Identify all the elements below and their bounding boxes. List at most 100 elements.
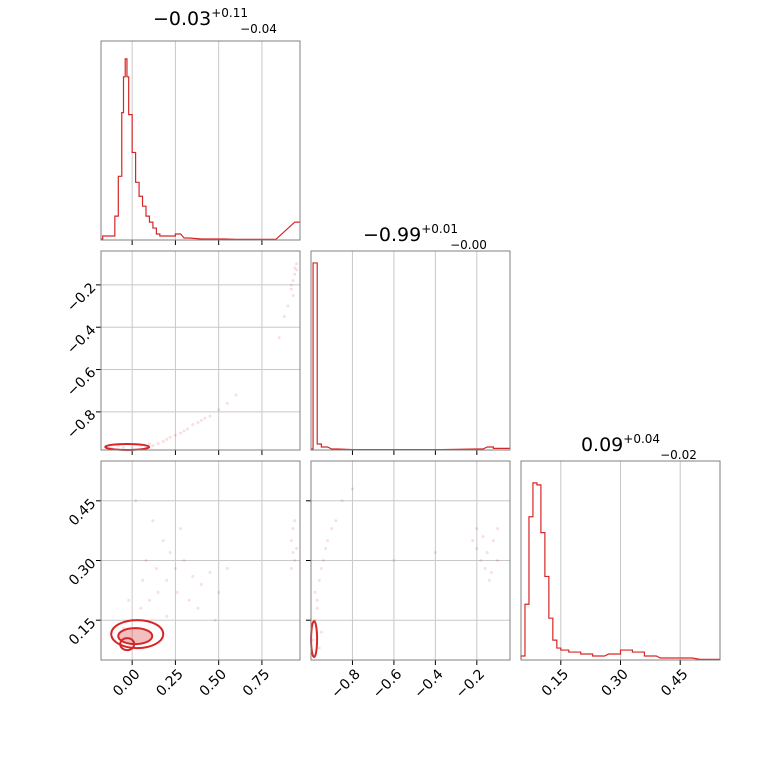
scatter-point xyxy=(315,606,319,610)
scatter-point xyxy=(475,547,479,551)
panel-scatter-1-0: −0.2 −0.4 −0.6 −0.8 xyxy=(64,250,301,455)
axes-frame xyxy=(100,460,301,661)
panel-hist-2: 0.15 0.30 0.45 xyxy=(520,460,721,700)
panel-hist-1 xyxy=(310,250,511,455)
scatter-point xyxy=(392,559,396,562)
title-minus: −0.02 xyxy=(660,448,697,462)
scatter-point xyxy=(121,446,125,450)
scatter-point xyxy=(295,268,299,272)
scatter-point xyxy=(147,442,151,446)
scatter-point xyxy=(289,287,293,291)
scatter-point xyxy=(350,487,354,491)
axes-frame xyxy=(100,250,301,451)
scatter-point xyxy=(475,527,479,531)
scatter-point xyxy=(277,336,281,340)
scatter-point xyxy=(196,420,200,424)
scatter-point xyxy=(289,566,293,570)
scatter-point xyxy=(161,539,165,543)
title-plus: +0.01 xyxy=(421,222,458,236)
title-value: 0.09 xyxy=(581,434,623,456)
scatter-point xyxy=(313,590,317,594)
scatter-point xyxy=(208,570,212,574)
scatter-point xyxy=(317,578,321,582)
scatter-point xyxy=(483,566,487,570)
scatter-point xyxy=(319,630,323,634)
scatter-point xyxy=(127,598,131,602)
x-tick-label: 0.25 xyxy=(153,666,186,699)
scatter-point xyxy=(340,499,344,503)
scatter-point xyxy=(289,283,293,287)
scatter-point xyxy=(315,598,319,602)
scatter-point xyxy=(168,551,172,555)
y-tick-label: −0.4 xyxy=(64,322,99,357)
scatter-point xyxy=(291,527,295,531)
y-tick-label: −0.6 xyxy=(64,365,99,400)
y-tick-label: −0.8 xyxy=(64,407,99,442)
scatter-point xyxy=(334,519,338,523)
scatter-point xyxy=(151,444,155,448)
scatter-point xyxy=(471,539,475,543)
y-tick-label: 0.30 xyxy=(66,556,99,589)
scatter-point xyxy=(433,551,437,555)
scatter-point xyxy=(330,527,334,531)
scatter-point xyxy=(321,559,325,562)
title-value: −0.03 xyxy=(153,8,211,30)
x-tick-label: 0.15 xyxy=(539,666,572,699)
scatter-point xyxy=(191,423,195,427)
scatter-point xyxy=(295,547,299,551)
panel-hist-0 xyxy=(100,40,301,245)
scatter-point xyxy=(491,539,495,543)
scatter-point xyxy=(179,527,183,531)
x-tick-label: −0.4 xyxy=(411,666,446,701)
x-tick-label: 0.30 xyxy=(598,666,631,699)
scatter-point xyxy=(182,559,186,562)
scatter-point xyxy=(196,606,200,610)
scatter-point xyxy=(481,535,485,539)
scatter-point xyxy=(186,427,190,431)
scatter-point xyxy=(225,401,229,405)
panel-scatter-2-0: 0.00 0.25 0.50 0.75 0.15 0.30 0.45 xyxy=(66,460,301,700)
scatter-point xyxy=(326,539,330,543)
scatter-point xyxy=(154,566,158,570)
density-contour xyxy=(110,619,165,650)
scatter-point xyxy=(496,559,500,562)
scatter-point xyxy=(485,551,489,555)
scatter-point xyxy=(165,614,169,618)
scatter-point xyxy=(293,559,297,562)
panel-title: −0.03+0.11 xyxy=(153,6,248,30)
scatter-point xyxy=(139,606,143,610)
scatter-point xyxy=(151,519,155,523)
scatter-point xyxy=(496,527,500,531)
scatter-point xyxy=(175,590,179,594)
scatter-point xyxy=(295,262,299,266)
scatter-point xyxy=(317,646,321,650)
scatter-point xyxy=(291,293,295,297)
scatter-point xyxy=(156,442,160,446)
scatter-point xyxy=(165,437,169,441)
scatter-point xyxy=(208,414,212,418)
scatter-point xyxy=(168,435,172,439)
panel-scatter-2-1: −0.8 −0.6 −0.4 −0.2 xyxy=(306,460,511,702)
axes-frame xyxy=(520,460,721,661)
scatter-point xyxy=(134,499,138,503)
scatter-point xyxy=(199,418,203,422)
scatter-point xyxy=(147,598,151,602)
scatter-point xyxy=(203,416,207,420)
histogram-series xyxy=(520,482,720,661)
scatter-point xyxy=(234,393,238,397)
panel-title: −0.99+0.01 xyxy=(363,222,458,246)
scatter-point xyxy=(225,566,229,570)
scatter-point xyxy=(217,590,221,594)
density-contour xyxy=(118,628,153,645)
scatter-point xyxy=(165,578,169,582)
scatter-point xyxy=(213,618,217,622)
scatter-point xyxy=(324,547,328,551)
x-tick-label: 0.00 xyxy=(110,666,143,699)
scatter-point xyxy=(282,315,286,319)
scatter-point xyxy=(191,574,195,578)
y-tick-label: 0.45 xyxy=(66,496,99,529)
scatter-point xyxy=(199,582,203,586)
scatter-point xyxy=(156,590,160,594)
scatter-point xyxy=(291,551,295,555)
scatter-point xyxy=(479,559,483,562)
